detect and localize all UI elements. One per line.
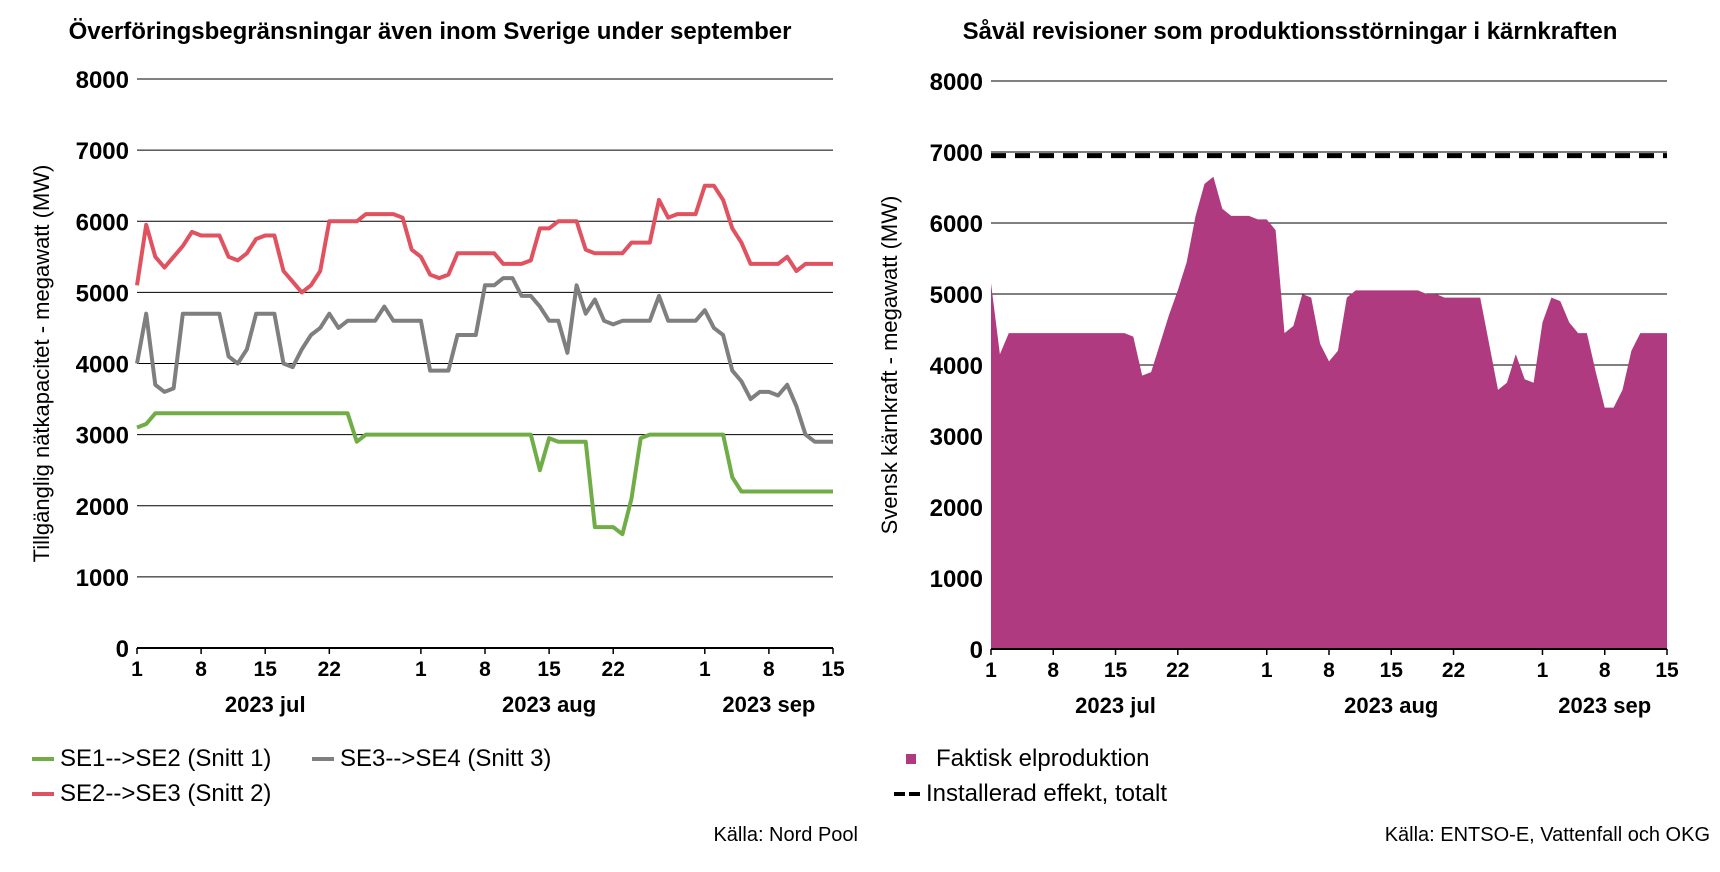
left-source-note: Källa: Nord Pool — [713, 824, 858, 846]
x-month-label-0: 2023 jul — [225, 692, 306, 717]
left-chart-plot: 0 1000 2000 3000 4000 5000 6000 7000 8000 1 8 15 22 1… — [29, 67, 845, 717]
legend-label-installerad: Installerad effekt, totalt — [926, 780, 1168, 807]
x-month-label-2: 2023 sep — [722, 692, 815, 717]
y-tick-label-3000: 3000 — [76, 423, 129, 450]
legend-swatch-se1-se2 — [32, 757, 54, 761]
left-chart-panel: Överföringsbegränsningar även inom Sveri… — [29, 18, 858, 846]
x-tick-label-5: 8 — [479, 658, 491, 681]
x-tick-label-9: 8 — [1599, 659, 1611, 682]
legend-item-faktisk-elproduktion: Faktisk elproduktion — [900, 745, 1149, 773]
right-chart-plot: 0 1000 2000 3000 4000 5000 6000 7000 8000 1 8 15 22 1… — [877, 69, 1679, 718]
legend-swatch-faktisk — [906, 754, 916, 764]
x-tick-label-7: 22 — [602, 658, 625, 681]
y-axis-label: Tillgänglig nätkapacitet - megawatt (MW) — [29, 165, 54, 563]
y-tick-label-0: 0 — [970, 637, 983, 664]
y-tick-label-2000: 2000 — [930, 495, 983, 522]
y-tick-label-3000: 3000 — [930, 424, 983, 451]
x-tick-label-8: 1 — [699, 658, 711, 681]
x-tick-label-6: 15 — [537, 658, 561, 681]
x-tick-label-4: 1 — [1261, 659, 1273, 682]
series-line-1 — [135, 276, 833, 444]
y-tick-label-1000: 1000 — [76, 565, 129, 592]
x-tick-label-2: 15 — [1104, 659, 1128, 682]
right-source-note: Källa: ENTSO-E, Vattenfall och OKG — [1384, 824, 1710, 846]
y-axis-label: Svensk kärnkraft - megawatt (MW) — [877, 196, 902, 535]
legend-label-se1-se2: SE1-->SE2 (Snitt 1) — [60, 745, 272, 772]
x-tick-label-0: 1 — [131, 658, 143, 681]
x-tick-label-6: 15 — [1380, 659, 1404, 682]
y-tick-label-2000: 2000 — [76, 494, 129, 521]
legend-item-se3-se4: SE3-->SE4 (Snitt 3) — [312, 745, 551, 773]
x-tick-label-1: 8 — [195, 658, 207, 681]
y-tick-label-6000: 6000 — [76, 209, 129, 236]
legend-swatch-se3-se4 — [312, 757, 334, 761]
x-month-label-1: 2023 aug — [502, 692, 596, 717]
y-tick-label-6000: 6000 — [930, 211, 983, 238]
x-tick-label-5: 8 — [1323, 659, 1335, 682]
y-tick-label-7000: 7000 — [76, 138, 129, 165]
y-tick-label-8000: 8000 — [76, 67, 129, 94]
y-tick-label-4000: 4000 — [76, 352, 129, 379]
x-tick-label-3: 22 — [318, 658, 341, 681]
series-line-2 — [135, 183, 833, 295]
x-tick-label-0: 1 — [985, 659, 997, 682]
x-tick-label-4: 1 — [415, 658, 427, 681]
legend-label-se2-se3: SE2-->SE3 (Snitt 2) — [60, 780, 272, 807]
y-tick-label-8000: 8000 — [930, 69, 983, 96]
x-tick-label-1: 8 — [1047, 659, 1059, 682]
y-tick-label-7000: 7000 — [930, 140, 983, 167]
legend-item-se2-se3: SE2-->SE3 (Snitt 2) — [32, 780, 271, 808]
series-line-0 — [136, 411, 833, 537]
legend-label-se3-se4: SE3-->SE4 (Snitt 3) — [340, 745, 552, 772]
legend-label-faktisk: Faktisk elproduktion — [936, 745, 1150, 772]
x-tick-label-10: 15 — [1655, 659, 1679, 682]
y-tick-label-5000: 5000 — [930, 282, 983, 309]
x-tick-label-9: 8 — [763, 658, 775, 681]
right-chart-panel: Såväl revisioner som produktionsstörning… — [860, 0, 1720, 872]
x-tick-label-7: 22 — [1442, 659, 1465, 682]
y-tick-label-1000: 1000 — [930, 566, 983, 593]
right-chart-title: Såväl revisioner som produktionsstörning… — [962, 18, 1618, 45]
x-month-label-1: 2023 aug — [1344, 693, 1438, 718]
y-tick-label-4000: 4000 — [930, 353, 983, 380]
x-tick-label-2: 15 — [254, 658, 278, 681]
x-tick-label-10: 15 — [821, 658, 845, 681]
left-chart-title: Överföringsbegränsningar även inom Sveri… — [68, 18, 792, 45]
x-month-label-2: 2023 sep — [1558, 693, 1651, 718]
legend-item-installerad-effekt: Installerad effekt, totalt — [894, 780, 1167, 808]
x-tick-label-3: 22 — [1166, 659, 1189, 682]
y-tick-label-5000: 5000 — [76, 280, 129, 307]
x-tick-label-8: 1 — [1537, 659, 1549, 682]
y-tick-label-0: 0 — [116, 636, 129, 663]
legend-item-se1-se2: SE1-->SE2 (Snitt 1) — [32, 745, 271, 773]
x-month-label-0: 2023 jul — [1075, 693, 1156, 718]
legend-swatch-installerad — [894, 792, 920, 796]
series-area-faktisk — [991, 176, 1667, 650]
legend-swatch-se2-se3 — [32, 792, 54, 796]
